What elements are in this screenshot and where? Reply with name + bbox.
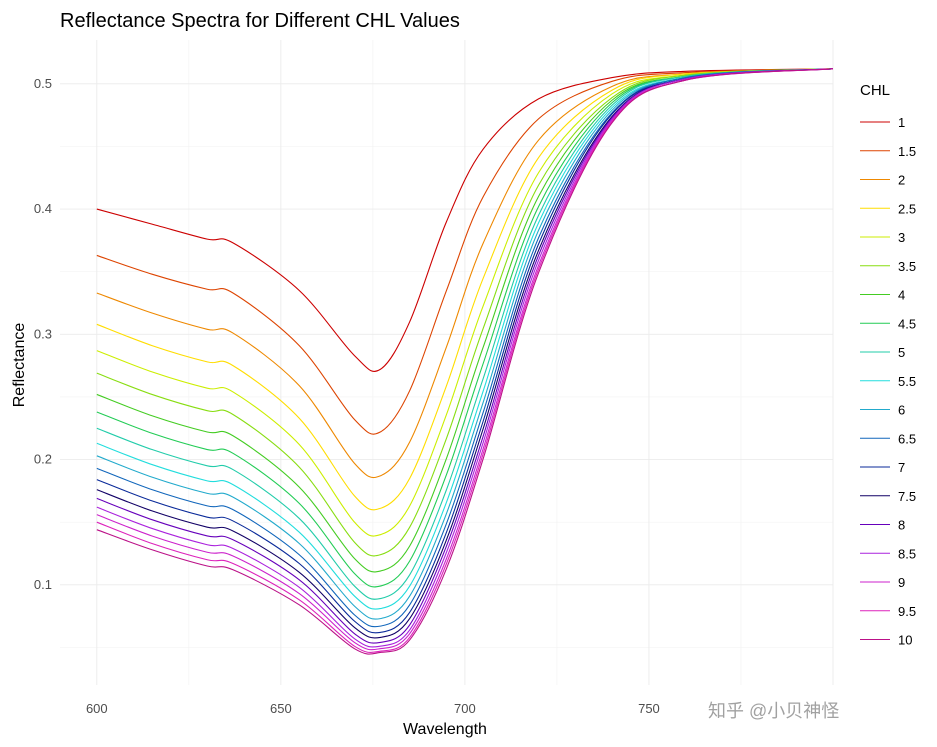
legend-label: 3.5 [898,259,916,274]
series-line-chl-6 [96,68,834,620]
x-axis-label: Wavelength [403,721,487,738]
series-line-chl-5 [96,68,834,600]
legend-label: 9.5 [898,604,916,619]
y-axis-label: Reflectance [11,323,28,408]
y-tick-label: 0.5 [34,76,52,91]
legend-label: 1.5 [898,144,916,159]
legend-label: 9 [898,575,905,590]
series-line-chl-9 [96,68,834,651]
x-tick-label: 750 [638,701,660,716]
series-line-chl-7 [96,68,834,634]
legend-label: 4.5 [898,316,916,331]
legend-label: 4 [898,288,905,303]
series-line-chl-3-5 [96,68,834,557]
legend-title: CHL [860,82,890,99]
y-tick-label: 0.4 [34,201,52,216]
legend-label: 5 [898,345,905,360]
series-line-chl-9-5 [96,68,834,654]
series-line-chl-3 [96,68,834,537]
legend-label: 2.5 [898,201,916,216]
legend-label: 3 [898,230,905,245]
series-line-chl-8 [96,68,834,644]
legend-label: 6 [898,403,905,418]
y-tick-label: 0.1 [34,577,52,592]
series-line-chl-8-5 [96,68,834,648]
legend-label: 5.5 [898,374,916,389]
grid-major [60,40,834,685]
legend-label: 2 [898,173,905,188]
x-tick-label: 600 [86,701,108,716]
y-tick-label: 0.3 [34,326,52,341]
chart-title: Reflectance Spectra for Different CHL Va… [60,10,460,32]
series-line-chl-4 [96,68,834,573]
series-lines [96,68,834,655]
legend-label: 8.5 [898,546,916,561]
x-axis-ticks: 600 650 700 750 [86,701,660,716]
series-line-chl-2-5 [96,68,834,511]
series-line-chl-6-5 [96,68,834,628]
legend: CHL 1 1.5 2 2.5 3 3.5 4 4.5 5 5.5 6 6.5 7 7.5 8 8.5 9 9.5… [860,82,916,648]
x-tick-label: 700 [454,701,476,716]
y-axis-ticks: 0.1 0.2 0.3 0.4 0.5 [34,76,52,592]
legend-label: 7 [898,460,905,475]
series-line-chl-7-5 [96,68,834,639]
x-tick-label: 650 [270,701,292,716]
series-line-chl-4-5 [96,68,834,588]
legend-label: 7.5 [898,489,916,504]
series-line-chl-2 [96,68,834,479]
series-line-chl-1-5 [96,68,834,435]
y-tick-label: 0.2 [34,452,52,467]
legend-label: 6.5 [898,431,916,446]
grid-minor [60,40,833,685]
watermark: 知乎 @小贝神怪 [708,701,839,721]
series-line-chl-10 [96,68,834,655]
legend-label: 8 [898,518,905,533]
legend-label: 10 [898,633,912,648]
legend-label: 1 [898,115,905,130]
series-line-chl-1 [96,68,834,373]
series-line-chl-5-5 [96,68,834,610]
